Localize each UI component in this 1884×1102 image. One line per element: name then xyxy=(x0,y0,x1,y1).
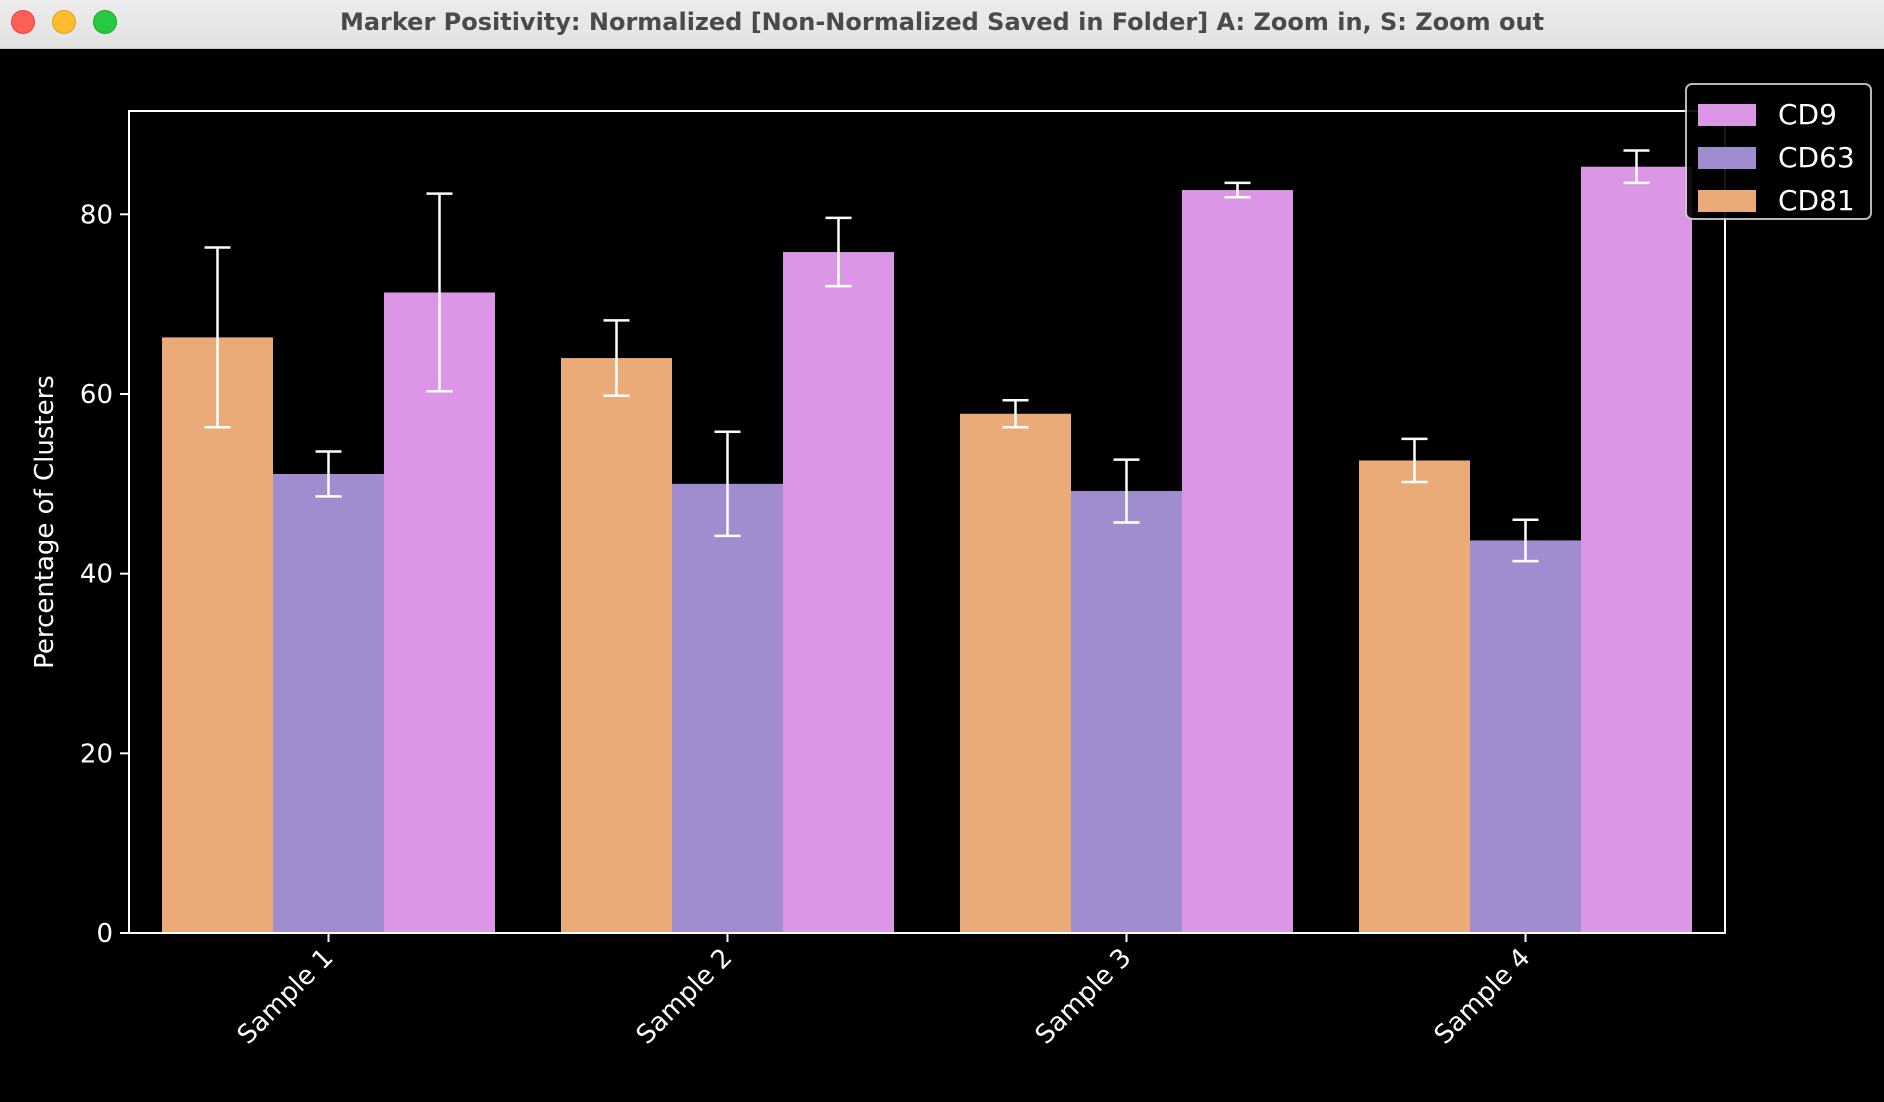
bar-cd81-sample-2 xyxy=(561,358,672,933)
bar-cd63-sample-4 xyxy=(1470,540,1581,933)
bar-cd9-sample-3 xyxy=(1182,190,1293,934)
y-tick-label-20: 20 xyxy=(80,739,113,769)
x-tick-label-sample-4: Sample 4 xyxy=(1429,943,1537,1051)
y-tick-label-80: 80 xyxy=(80,200,113,230)
legend-label-cd81: CD81 xyxy=(1778,184,1855,217)
y-axis-label: Percentage of Clusters xyxy=(30,375,60,669)
legend-swatch-cd63 xyxy=(1698,147,1756,169)
bar-cd9-sample-1 xyxy=(384,292,495,933)
bar-cd81-sample-4 xyxy=(1359,460,1470,933)
legend-label-cd63: CD63 xyxy=(1778,141,1855,174)
bar-cd63-sample-2 xyxy=(672,483,783,933)
x-tick-label-sample-2: Sample 2 xyxy=(631,943,739,1051)
bar-cd63-sample-3 xyxy=(1071,491,1182,933)
window-title: Marker Positivity: Normalized [Non-Norma… xyxy=(339,8,1545,36)
bar-cd63-sample-1 xyxy=(273,473,384,933)
bar-cd9-sample-2 xyxy=(783,252,894,934)
close-window-button[interactable] xyxy=(11,10,35,34)
y-tick-label-40: 40 xyxy=(80,560,113,590)
y-tick-label-0: 0 xyxy=(96,919,113,949)
bar-chart: 0 20 40 60 80 Sample 1 Sample 2 Sample 3 Sample … xyxy=(30,83,1872,1051)
legend-label-cd9: CD9 xyxy=(1778,98,1837,131)
title-bar: Marker Positivity: Normalized [Non-Norma… xyxy=(0,0,1884,49)
x-tick-label-sample-3: Sample 3 xyxy=(1030,943,1138,1051)
x-tick-label-sample-1: Sample 1 xyxy=(232,943,340,1051)
y-tick-label-60: 60 xyxy=(80,380,113,410)
bar-cd81-sample-1 xyxy=(162,337,273,934)
maximize-window-button[interactable] xyxy=(93,10,117,34)
bar-cd81-sample-3 xyxy=(960,413,1071,933)
plot-canvas: 0 20 40 60 80 Sample 1 Sample 2 Sample 3 Sample … xyxy=(0,49,1884,1098)
legend-swatch-cd81 xyxy=(1698,190,1756,212)
minimize-window-button[interactable] xyxy=(52,10,76,34)
bar-cd9-sample-4 xyxy=(1581,166,1692,933)
legend-swatch-cd9 xyxy=(1698,104,1756,126)
plot-frame xyxy=(128,110,1726,934)
